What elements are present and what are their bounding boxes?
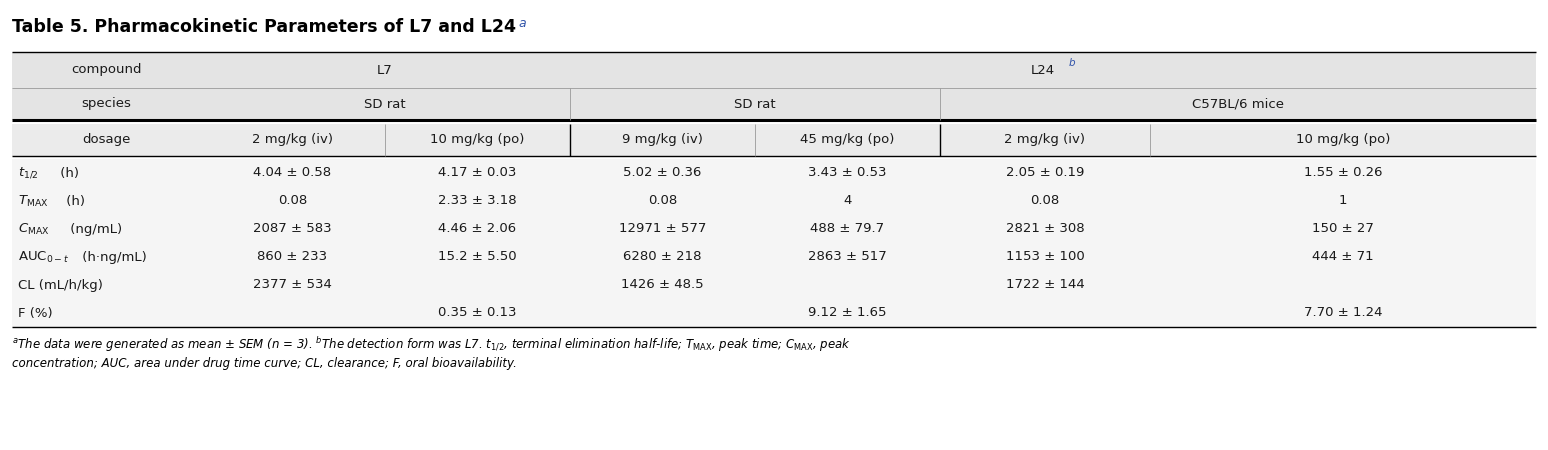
Text: 1153 ± 100: 1153 ± 100 bbox=[1006, 251, 1085, 264]
Text: F (%): F (%) bbox=[19, 306, 53, 320]
Text: 4.17 ± 0.03: 4.17 ± 0.03 bbox=[438, 166, 517, 180]
Text: 12971 ± 577: 12971 ± 577 bbox=[619, 222, 706, 235]
Text: 2 mg/kg (iv): 2 mg/kg (iv) bbox=[252, 134, 333, 147]
Text: SD rat: SD rat bbox=[734, 98, 776, 111]
Text: 1: 1 bbox=[1339, 194, 1347, 207]
Text: $C_{\mathrm{MAX}}$: $C_{\mathrm{MAX}}$ bbox=[19, 221, 50, 237]
Text: compound: compound bbox=[71, 63, 141, 76]
Text: 7.70 ± 1.24: 7.70 ± 1.24 bbox=[1303, 306, 1382, 320]
Text: (h): (h) bbox=[62, 194, 85, 207]
Bar bbox=[12, 124, 1536, 156]
Text: 4.04 ± 0.58: 4.04 ± 0.58 bbox=[254, 166, 331, 180]
Text: Table 5. Pharmacokinetic Parameters of L7 and L24: Table 5. Pharmacokinetic Parameters of L… bbox=[12, 18, 515, 36]
Text: 3.43 ± 0.53: 3.43 ± 0.53 bbox=[808, 166, 887, 180]
Text: 9.12 ± 1.65: 9.12 ± 1.65 bbox=[808, 306, 887, 320]
Text: $t_{1/2}$: $t_{1/2}$ bbox=[19, 166, 39, 180]
Text: 6280 ± 218: 6280 ± 218 bbox=[624, 251, 701, 264]
Text: 0.35 ± 0.13: 0.35 ± 0.13 bbox=[438, 306, 517, 320]
Text: 2 mg/kg (iv): 2 mg/kg (iv) bbox=[1005, 134, 1085, 147]
Text: 4: 4 bbox=[844, 194, 851, 207]
Text: L7: L7 bbox=[378, 63, 393, 76]
Text: 2821 ± 308: 2821 ± 308 bbox=[1006, 222, 1084, 235]
Text: 0.08: 0.08 bbox=[649, 194, 676, 207]
Bar bbox=[12, 52, 1536, 120]
Text: $^a$The data were generated as mean ± SEM ($n$ = 3). $^b$The detection form was : $^a$The data were generated as mean ± SE… bbox=[12, 336, 851, 354]
Text: 2.05 ± 0.19: 2.05 ± 0.19 bbox=[1006, 166, 1084, 180]
Text: 9 mg/kg (iv): 9 mg/kg (iv) bbox=[622, 134, 703, 147]
Text: 150 ± 27: 150 ± 27 bbox=[1313, 222, 1375, 235]
Text: 45 mg/kg (po): 45 mg/kg (po) bbox=[800, 134, 895, 147]
Text: 444 ± 71: 444 ± 71 bbox=[1313, 251, 1373, 264]
Text: C57BL/6 mice: C57BL/6 mice bbox=[1192, 98, 1283, 111]
Text: (h): (h) bbox=[56, 166, 79, 180]
Text: 10 mg/kg (po): 10 mg/kg (po) bbox=[1296, 134, 1390, 147]
Text: dosage: dosage bbox=[82, 134, 130, 147]
Text: 15.2 ± 5.50: 15.2 ± 5.50 bbox=[438, 251, 517, 264]
Text: 860 ± 233: 860 ± 233 bbox=[257, 251, 328, 264]
Text: 2.33 ± 3.18: 2.33 ± 3.18 bbox=[438, 194, 517, 207]
Text: a: a bbox=[519, 17, 526, 30]
Text: 2377 ± 534: 2377 ± 534 bbox=[252, 279, 331, 292]
Text: 0.08: 0.08 bbox=[279, 194, 307, 207]
Text: SD rat: SD rat bbox=[364, 98, 406, 111]
Text: 2087 ± 583: 2087 ± 583 bbox=[254, 222, 331, 235]
Text: CL (mL/h/kg): CL (mL/h/kg) bbox=[19, 279, 102, 292]
Text: 4.46 ± 2.06: 4.46 ± 2.06 bbox=[438, 222, 517, 235]
Text: 1426 ± 48.5: 1426 ± 48.5 bbox=[621, 279, 704, 292]
Text: 2863 ± 517: 2863 ± 517 bbox=[808, 251, 887, 264]
Text: $\mathrm{AUC}_{0-t}$: $\mathrm{AUC}_{0-t}$ bbox=[19, 249, 70, 265]
Text: 488 ± 79.7: 488 ± 79.7 bbox=[811, 222, 884, 235]
Text: $T_{\mathrm{MAX}}$: $T_{\mathrm{MAX}}$ bbox=[19, 194, 48, 208]
Text: (h·ng/mL): (h·ng/mL) bbox=[77, 251, 147, 264]
Text: b: b bbox=[1070, 58, 1076, 68]
Text: 0.08: 0.08 bbox=[1031, 194, 1060, 207]
Text: 1722 ± 144: 1722 ± 144 bbox=[1006, 279, 1085, 292]
Text: (ng/mL): (ng/mL) bbox=[67, 222, 122, 235]
Text: species: species bbox=[80, 98, 132, 111]
Bar bbox=[12, 159, 1536, 327]
Text: 10 mg/kg (po): 10 mg/kg (po) bbox=[430, 134, 525, 147]
Text: 5.02 ± 0.36: 5.02 ± 0.36 bbox=[624, 166, 701, 180]
Text: concentration; AUC, area under drug time curve; CL, clearance; F, oral bioavaila: concentration; AUC, area under drug time… bbox=[12, 356, 517, 369]
Text: 1.55 ± 0.26: 1.55 ± 0.26 bbox=[1303, 166, 1382, 180]
Text: L24: L24 bbox=[1031, 63, 1056, 76]
